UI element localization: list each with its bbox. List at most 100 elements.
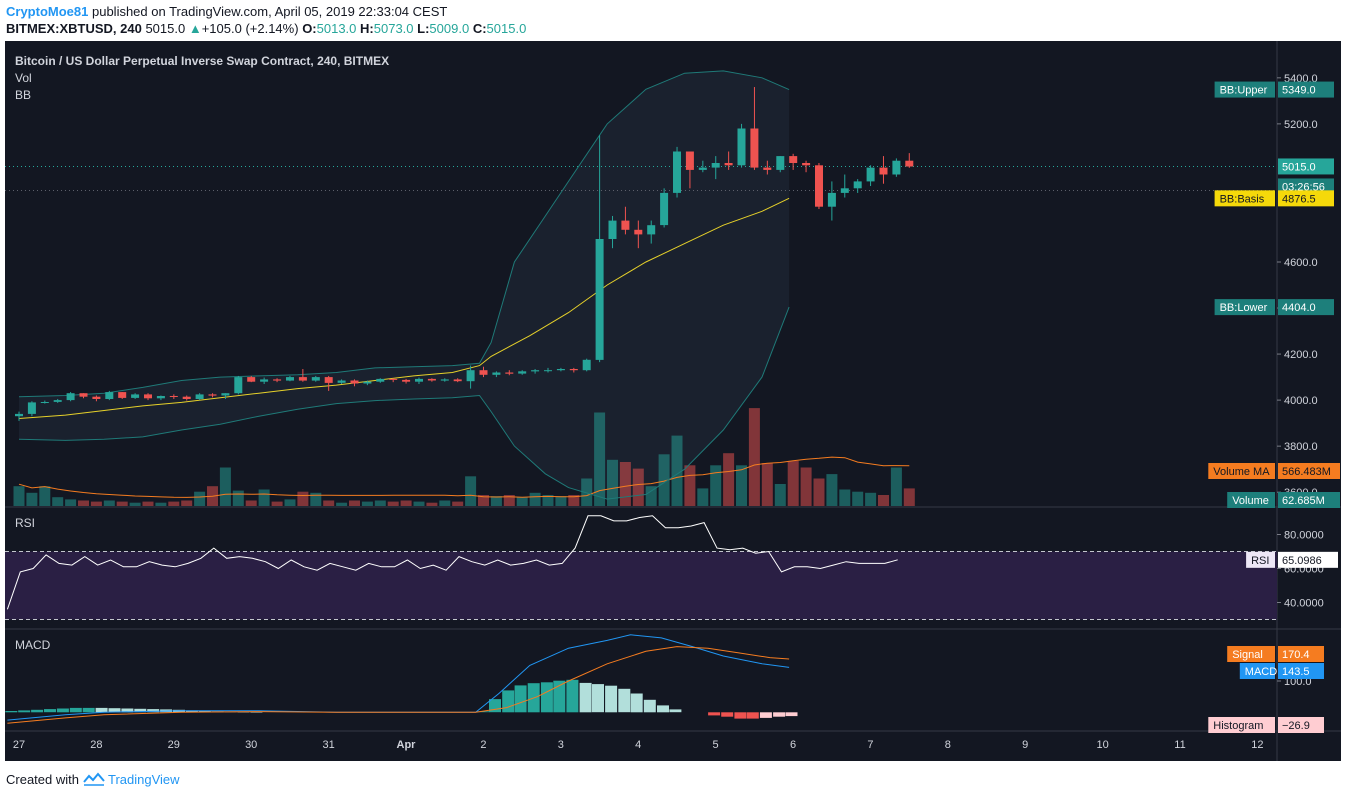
open-label: O:	[302, 21, 317, 36]
candle-body	[324, 377, 333, 383]
tradingview-logo-icon	[82, 772, 105, 786]
candle-body	[92, 396, 101, 399]
open-value: 5013.0	[316, 21, 357, 36]
macd-histogram-bar	[566, 679, 579, 713]
publish-info: CryptoMoe81 published on TradingView.com…	[6, 4, 447, 19]
candle-body	[286, 377, 294, 381]
volume-bar	[361, 501, 373, 506]
candle-body	[118, 392, 127, 398]
price-tick-label: 4000.0	[1284, 395, 1318, 407]
candle-body	[802, 163, 811, 166]
candle-body	[376, 378, 385, 382]
x-tick-label: 11	[1174, 739, 1185, 751]
chart-title: Bitcoin / US Dollar Perpetual Inverse Sw…	[15, 54, 389, 68]
candle-body	[518, 371, 527, 374]
author-link[interactable]: CryptoMoe81	[6, 4, 89, 19]
volume-bar	[774, 484, 786, 506]
macd-histogram-bar	[477, 711, 490, 713]
x-tick-label: 30	[245, 739, 257, 751]
candle-body	[866, 167, 875, 182]
candle-body	[685, 151, 694, 170]
chart-svg[interactable]: 5400.05200.04600.04400.04200.04000.03800…	[5, 41, 1341, 761]
bb-lower-value-box	[1278, 299, 1334, 316]
volume-bar	[232, 490, 244, 506]
volume-bar	[413, 501, 425, 506]
price-tick-label: 5200.0	[1284, 119, 1318, 131]
macd-histogram-bar	[56, 708, 69, 713]
volume-bar	[800, 467, 812, 506]
candle-body	[40, 402, 49, 403]
x-tick-label: 27	[13, 739, 25, 751]
volume-bar	[658, 454, 670, 506]
candle-body	[273, 379, 282, 381]
signal-line	[7, 646, 790, 724]
macd-histogram-bar	[759, 712, 772, 718]
volume-bar	[219, 467, 231, 506]
high-value: 5073.0	[373, 21, 414, 36]
chart-area[interactable]: 5400.05200.04600.04400.04200.04000.03800…	[5, 41, 1341, 761]
bb-upper-value: 5349.0	[1282, 85, 1316, 97]
candle-body	[569, 369, 578, 371]
x-tick-label: 5	[713, 739, 719, 751]
candle-body	[427, 378, 436, 381]
bb-upper-line	[18, 70, 790, 398]
macd-histogram-bar	[134, 708, 147, 713]
volume-bar	[245, 500, 257, 506]
volume-ma-line	[18, 456, 910, 498]
candle-body	[750, 128, 759, 168]
bb-lower-value: 4404.0	[1282, 302, 1316, 314]
volume-bar	[465, 476, 477, 506]
macd-histogram-bar	[708, 712, 721, 716]
macd-histogram-bar	[185, 710, 198, 713]
price-tick-label: 3800.0	[1284, 441, 1318, 453]
volume-bar	[581, 478, 593, 506]
symbol-line: BITMEX:XBTUSD, 240	[6, 21, 142, 36]
volume-bar	[103, 500, 115, 506]
candle-body	[879, 167, 888, 175]
macd-histogram-name: Histogram	[1213, 720, 1263, 732]
volume-bar	[607, 459, 618, 506]
candle-body	[415, 378, 423, 382]
macd-histogram-bar	[773, 712, 786, 717]
rsi-name-box	[1246, 551, 1275, 568]
candle-body	[208, 394, 217, 396]
bb-lower-name: BB:Lower	[1220, 302, 1268, 314]
macd-histogram-bar	[721, 712, 734, 717]
candle-body	[531, 370, 540, 372]
x-tick-label: 12	[1251, 739, 1263, 751]
volume-bar	[400, 500, 412, 506]
macd-histogram-bar	[69, 707, 82, 713]
low-value: 5009.0	[429, 21, 470, 36]
ohlc-line: BITMEX:XBTUSD, 240 5015.0 ▲+105.0 (+2.14…	[6, 21, 526, 36]
volume-bar	[90, 501, 102, 506]
volume-bar	[619, 462, 631, 506]
macd-histogram-bar	[121, 708, 134, 713]
volume-bar	[52, 497, 64, 506]
candle-body	[298, 377, 307, 381]
macd-histogram-bar	[553, 680, 566, 713]
macd-histogram-bar	[18, 710, 31, 713]
macd-histogram-bar	[657, 705, 669, 713]
volume-bar	[671, 435, 683, 506]
candle-body	[156, 396, 165, 399]
candle-body	[66, 393, 75, 401]
x-tick-label: 6	[790, 739, 796, 751]
volume-bar	[349, 500, 360, 506]
macd-signal-name: Signal	[1232, 649, 1263, 661]
volume-name-box	[1227, 492, 1275, 508]
volume-bar	[748, 408, 760, 506]
tradingview-brand-link[interactable]: TradingView	[108, 772, 180, 787]
volume-bar	[710, 465, 722, 506]
volume-value-box	[1278, 492, 1340, 508]
volume-bar	[684, 465, 696, 506]
volume-bar	[116, 501, 128, 506]
volume-bar	[426, 502, 438, 506]
macd-histogram-bar	[5, 711, 18, 713]
candle-body	[647, 225, 656, 235]
x-tick-label: 29	[168, 739, 180, 751]
macd-histogram-bar	[579, 682, 592, 713]
bb-legend: BB	[15, 88, 31, 102]
up-arrow-icon: ▲	[188, 21, 202, 36]
candle-body	[144, 394, 152, 399]
macd-histogram-bar	[31, 709, 44, 713]
